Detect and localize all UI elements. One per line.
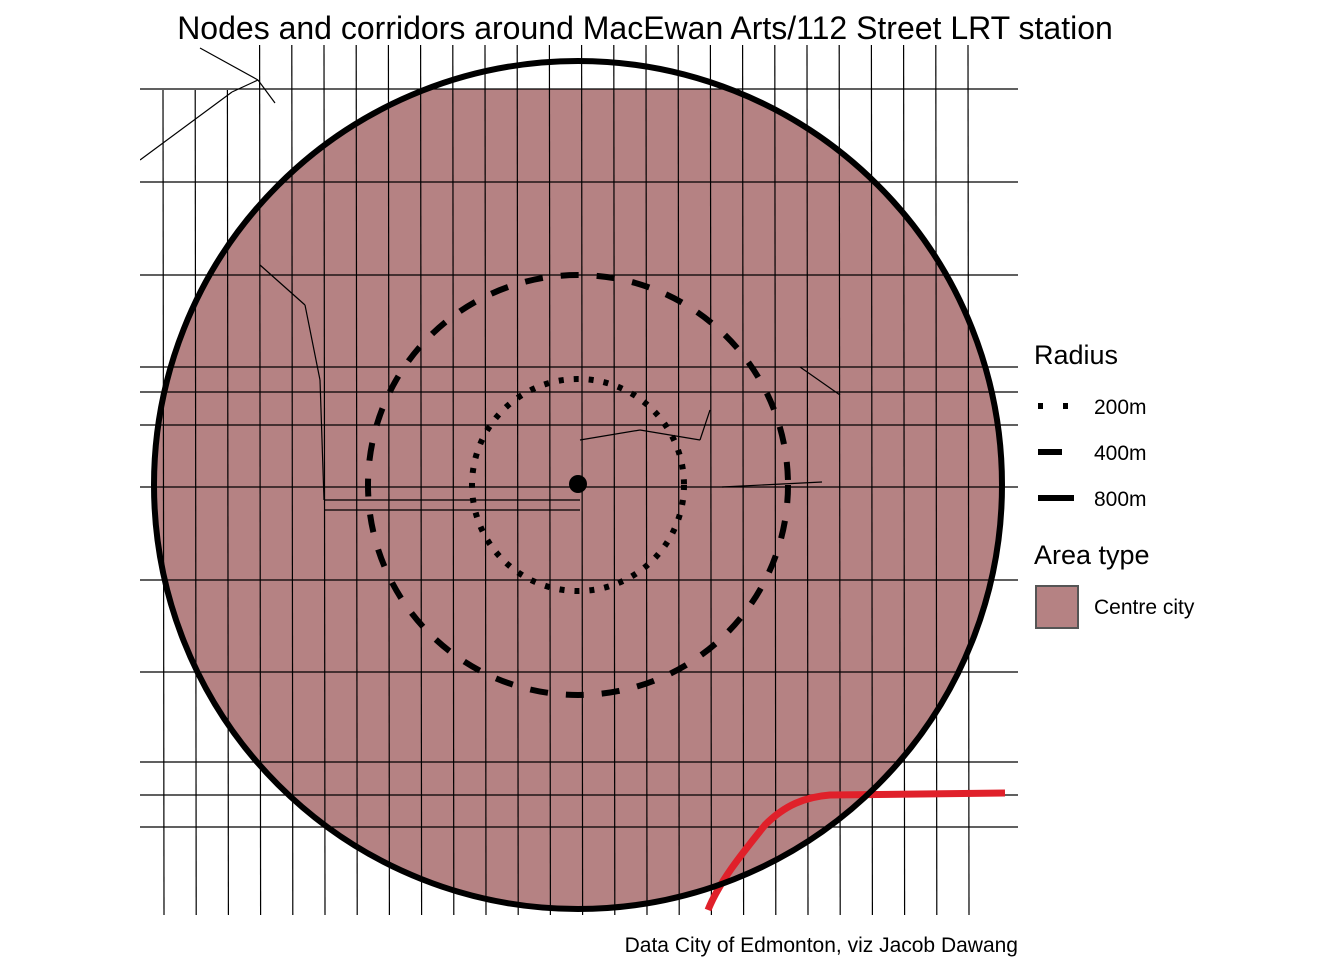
- street: [162, 89, 165, 915]
- centre-city-area: [154, 89, 1002, 909]
- street: [387, 45, 390, 915]
- legend-solid-key: [1038, 495, 1074, 501]
- street: [484, 45, 487, 915]
- street: [935, 45, 938, 915]
- street: [319, 379, 325, 501]
- street: [806, 45, 809, 915]
- street: [902, 45, 906, 915]
- street: [199, 47, 259, 81]
- street: [709, 45, 713, 915]
- street: [799, 366, 841, 396]
- street: [304, 304, 321, 381]
- street: [548, 45, 552, 915]
- street: [231, 79, 259, 93]
- street: [645, 45, 648, 915]
- street: [699, 409, 711, 441]
- radius-200m-ring: [469, 376, 687, 594]
- street: [194, 89, 197, 915]
- street: [967, 45, 970, 915]
- street: [420, 45, 423, 915]
- station-marker: [569, 475, 587, 493]
- radius-800m-ring: [151, 58, 1005, 912]
- street: [140, 91, 233, 161]
- legend-label-200m: 200m: [1094, 396, 1147, 419]
- street: [226, 89, 229, 915]
- street: [257, 79, 276, 104]
- radius-400m-ring: [365, 272, 791, 698]
- legend-label-centre-city: Centre city: [1094, 596, 1195, 619]
- street: [579, 429, 641, 441]
- legend-area-type-title: Area type: [1034, 540, 1150, 570]
- legend-label-400m: 400m: [1094, 442, 1147, 465]
- street: [355, 45, 358, 915]
- street: [639, 429, 701, 441]
- map-title: Nodes and corridors around MacEwan Arts/…: [177, 10, 1113, 46]
- street: [721, 481, 823, 488]
- street: [677, 45, 680, 915]
- street: [741, 45, 745, 915]
- legend-radius-title: Radius: [1034, 340, 1119, 370]
- legend-dotted-key: [1038, 403, 1072, 409]
- street: [613, 45, 616, 915]
- street: [774, 45, 777, 915]
- street: [838, 45, 841, 915]
- street: [259, 264, 306, 306]
- street: [323, 45, 326, 915]
- legend-dashed-key: [1038, 449, 1062, 455]
- legend-centre-city-swatch: [1035, 585, 1079, 629]
- street: [259, 45, 262, 915]
- street-network: [140, 45, 1018, 915]
- street: [452, 45, 455, 915]
- street: [516, 45, 519, 915]
- legend-label-800m: 800m: [1094, 488, 1147, 511]
- street: [291, 45, 294, 915]
- street: [870, 45, 874, 915]
- caption: Data City of Edmonton, viz Jacob Dawang: [624, 934, 1018, 957]
